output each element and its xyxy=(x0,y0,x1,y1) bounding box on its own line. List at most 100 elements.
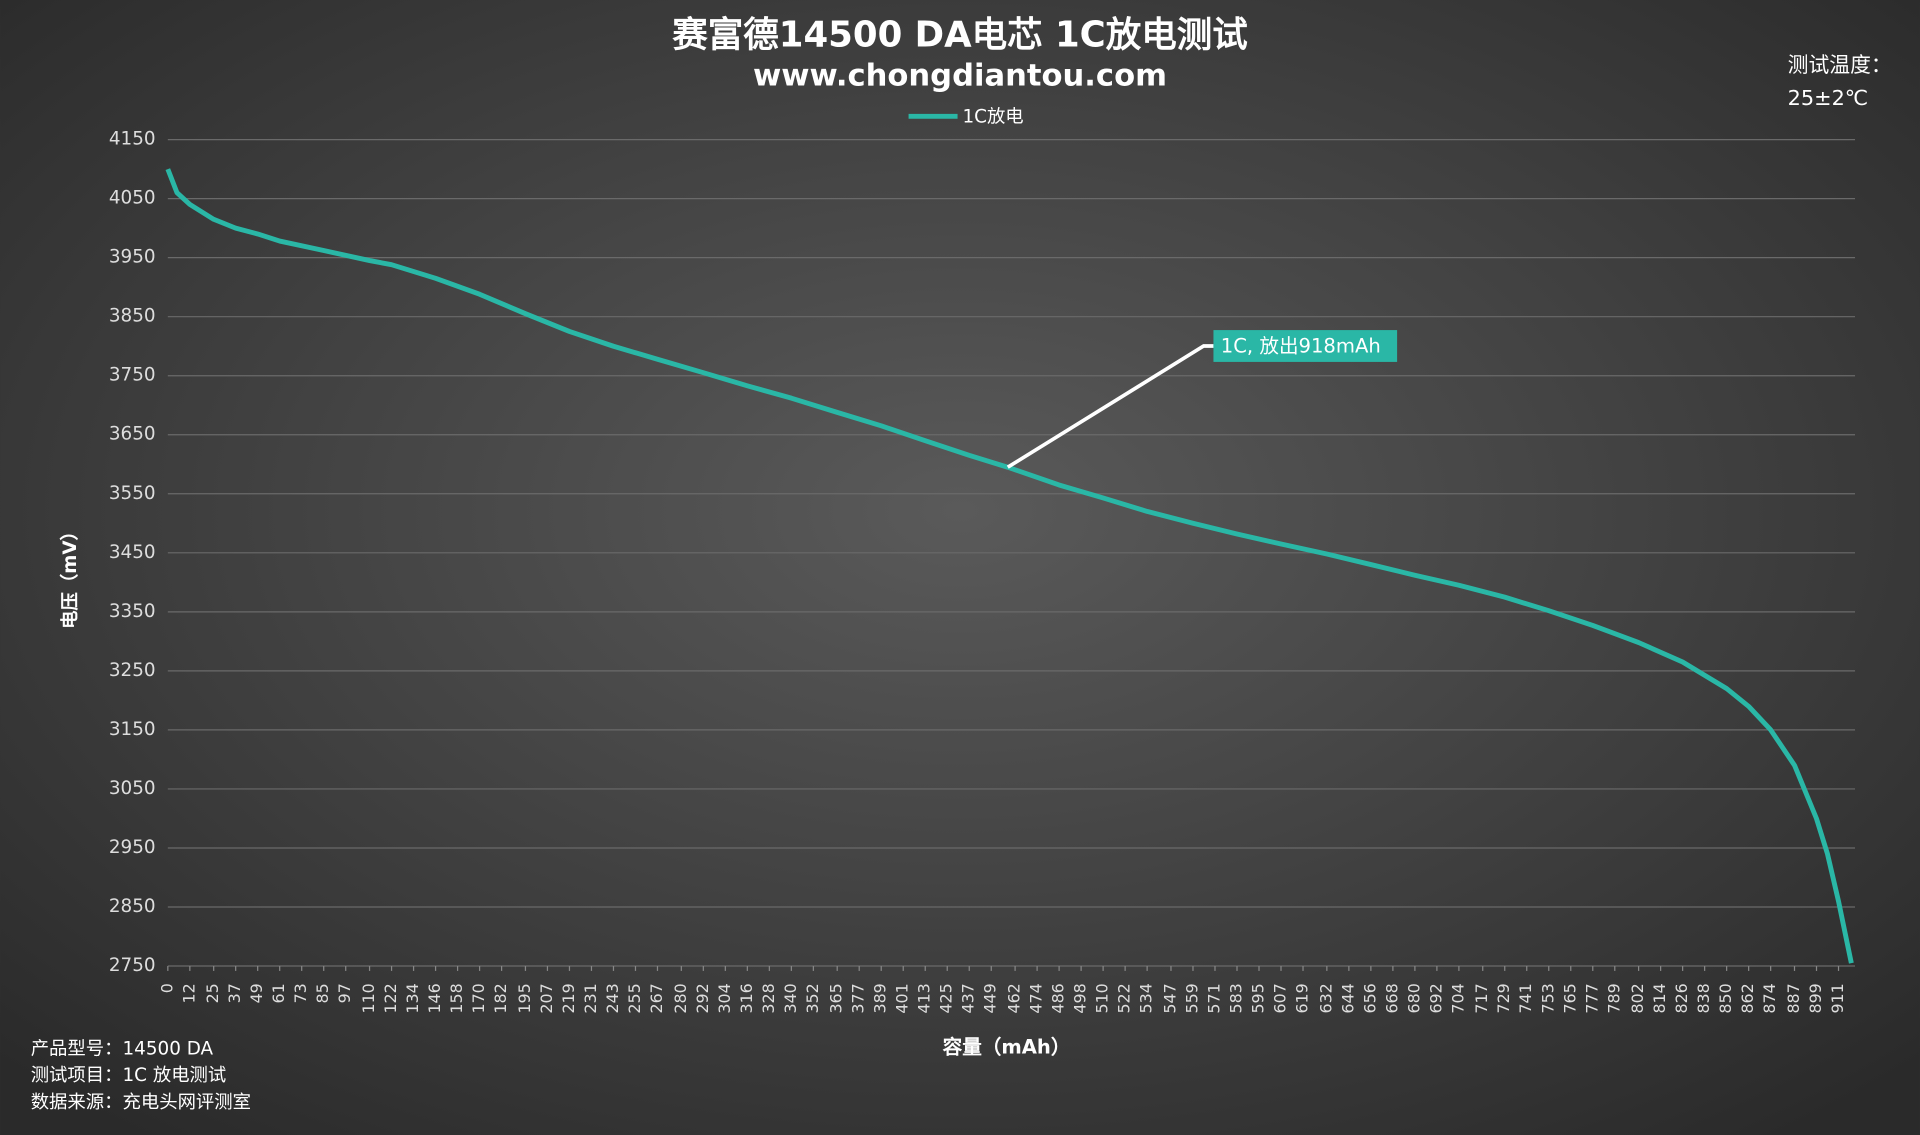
x-tick-label: 231 xyxy=(581,983,600,1013)
x-tick-label: 158 xyxy=(447,983,466,1013)
x-tick-label: 304 xyxy=(715,983,734,1013)
temperature-label: 测试温度： xyxy=(1788,53,1892,77)
y-tick-label: 3350 xyxy=(109,601,156,622)
x-tick-label: 595 xyxy=(1249,983,1268,1013)
y-tick-label: 4050 xyxy=(109,188,156,209)
note: 测试项目：1C 放电测试 xyxy=(31,1065,227,1086)
x-tick-label: 474 xyxy=(1027,983,1046,1013)
x-tick-label: 267 xyxy=(647,983,666,1013)
x-tick-label: 401 xyxy=(893,983,912,1013)
x-tick-label: 826 xyxy=(1672,983,1691,1013)
x-tick-label: 862 xyxy=(1738,983,1757,1013)
x-tick-label: 753 xyxy=(1538,983,1557,1013)
y-tick-label: 3050 xyxy=(109,778,156,799)
x-tick-label: 0 xyxy=(157,983,176,993)
x-tick-label: 280 xyxy=(671,983,690,1013)
x-tick-label: 243 xyxy=(603,983,622,1013)
x-tick-label: 704 xyxy=(1448,983,1467,1013)
x-tick-label: 255 xyxy=(625,983,644,1013)
x-tick-label: 365 xyxy=(827,983,846,1013)
x-tick-label: 571 xyxy=(1204,983,1223,1013)
x-tick-label: 486 xyxy=(1049,983,1068,1013)
x-tick-label: 522 xyxy=(1115,983,1134,1013)
note: 数据来源：充电头网评测室 xyxy=(31,1092,251,1113)
x-tick-label: 37 xyxy=(225,983,244,1003)
x-tick-label: 85 xyxy=(313,983,332,1003)
x-tick-label: 389 xyxy=(871,983,890,1013)
x-tick-label: 607 xyxy=(1271,983,1290,1013)
x-tick-label: 644 xyxy=(1338,983,1357,1013)
x-tick-label: 328 xyxy=(759,983,778,1013)
temperature: 25±2℃ xyxy=(1788,86,1868,110)
x-tick-label: 510 xyxy=(1093,983,1112,1013)
x-tick-label: 559 xyxy=(1182,983,1201,1013)
y-tick-label: 3250 xyxy=(109,660,156,681)
y-tick-label: 2750 xyxy=(109,955,156,976)
x-tick-label: 195 xyxy=(515,983,534,1013)
series-line xyxy=(165,168,1854,964)
x-tick-label: 777 xyxy=(1582,983,1601,1013)
y-tick-label: 3150 xyxy=(109,719,156,740)
x-tick-label: 619 xyxy=(1293,983,1312,1013)
y-tick-label: 2850 xyxy=(109,896,156,917)
y-tick-label: 3850 xyxy=(109,306,156,327)
x-tick-label: 146 xyxy=(425,983,444,1013)
x-tick-label: 49 xyxy=(247,983,266,1003)
legend-label: 1C放电 xyxy=(962,107,1023,128)
x-tick-label: 219 xyxy=(559,983,578,1013)
x-tick-label: 887 xyxy=(1784,983,1803,1013)
y-tick-label: 3550 xyxy=(109,483,156,504)
x-tick-label: 134 xyxy=(403,983,422,1013)
x-tick-label: 534 xyxy=(1137,983,1156,1013)
x-tick-label: 61 xyxy=(269,983,288,1003)
x-tick-label: 110 xyxy=(359,983,378,1013)
x-tick-label: 729 xyxy=(1494,983,1513,1013)
annotation-box xyxy=(1213,330,1398,362)
x-tick-label: 437 xyxy=(959,983,978,1013)
x-tick-label: 874 xyxy=(1760,983,1779,1013)
x-tick-label: 25 xyxy=(203,983,222,1003)
x-tick-label: 547 xyxy=(1160,983,1179,1013)
x-tick-label: 838 xyxy=(1694,983,1713,1013)
x-tick-label: 377 xyxy=(849,983,868,1013)
y-tick-label: 4150 xyxy=(109,129,156,150)
x-tick-label: 207 xyxy=(537,983,556,1013)
x-tick-label: 692 xyxy=(1426,983,1445,1013)
x-tick-label: 73 xyxy=(291,983,310,1003)
x-tick-label: 741 xyxy=(1516,983,1535,1013)
y-tick-label: 2950 xyxy=(109,837,156,858)
x-tick-label: 413 xyxy=(915,983,934,1013)
x-tick-label: 462 xyxy=(1005,983,1024,1013)
x-tick-label: 814 xyxy=(1650,983,1669,1013)
x-tick-label: 583 xyxy=(1226,983,1245,1013)
x-tick-label: 632 xyxy=(1316,983,1335,1013)
x-tick-label: 97 xyxy=(335,983,354,1003)
x-tick-label: 498 xyxy=(1071,983,1090,1013)
x-tick-label: 680 xyxy=(1404,983,1423,1013)
x-tick-label: 850 xyxy=(1716,983,1735,1013)
x-tick-label: 425 xyxy=(937,983,956,1013)
annotation-text: 1C, 放出918mAh xyxy=(1221,335,1381,358)
x-tick-label: 765 xyxy=(1560,983,1579,1013)
y-tick-label: 3950 xyxy=(109,247,156,268)
y-tick-label: 3450 xyxy=(109,542,156,563)
x-tick-label: 12 xyxy=(179,983,198,1003)
x-tick-label: 182 xyxy=(491,983,510,1013)
annotation-leader xyxy=(1006,344,1214,469)
x-tick-label: 292 xyxy=(693,983,712,1013)
x-tick-label: 717 xyxy=(1472,983,1491,1013)
y-axis-label: 电压（mV） xyxy=(59,522,81,629)
x-tick-label: 449 xyxy=(981,983,1000,1013)
x-tick-label: 668 xyxy=(1382,983,1401,1013)
x-axis-label: 容量（mAh） xyxy=(943,1036,1071,1059)
x-tick-label: 656 xyxy=(1360,983,1379,1013)
x-tick-label: 911 xyxy=(1828,983,1847,1013)
chart-subtitle: www.chongdiantou.com xyxy=(753,59,1167,94)
chart-title: 赛富德14500 DA电芯 1C放电测试 xyxy=(672,15,1247,56)
x-tick-label: 899 xyxy=(1806,983,1825,1013)
note: 产品型号：14500 DA xyxy=(31,1038,214,1059)
x-tick-label: 340 xyxy=(781,983,800,1013)
x-tick-label: 789 xyxy=(1604,983,1623,1013)
